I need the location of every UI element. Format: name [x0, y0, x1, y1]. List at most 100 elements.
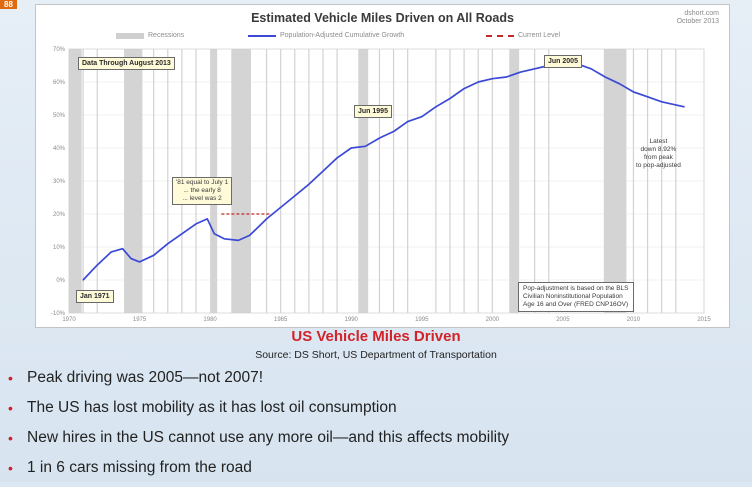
recession-swatch: [116, 32, 144, 39]
bullet-text: Peak driving was 2005—not 2007!: [27, 369, 264, 386]
bullet-list: • Peak driving was 2005—not 2007! • The US…: [5, 367, 509, 487]
x-tick-label: 2010: [627, 317, 641, 323]
y-tick-label: 60%: [53, 80, 66, 86]
series-point: [350, 147, 352, 149]
y-tick-label: -10%: [51, 311, 66, 317]
recession-band: [124, 49, 143, 313]
series-point: [206, 218, 208, 220]
series-point: [364, 145, 366, 147]
series-point: [590, 68, 592, 70]
x-tick-label: 2015: [697, 317, 711, 323]
series-point: [195, 223, 197, 225]
series-point: [294, 195, 296, 197]
bullet-icon: •: [8, 370, 13, 386]
jun1995-label: Jun 1995: [354, 105, 392, 118]
series-point: [237, 239, 239, 241]
recession-band: [358, 49, 369, 313]
latest-note: Latest down 8.92% from peak to pop-adjus…: [636, 138, 681, 170]
x-tick-label: 1995: [415, 317, 429, 323]
x-tick-label: 1975: [133, 317, 147, 323]
x-tick-label: 2005: [556, 317, 570, 323]
source-credit: Source: DS Short, US Department of Trans…: [255, 349, 497, 361]
series-point: [213, 233, 215, 235]
early80s-note: '81 equal to July 1 ... the early 8 ... …: [172, 177, 233, 205]
series-point: [249, 234, 251, 237]
x-tick-label: 2000: [486, 317, 500, 323]
line-chart: -10% 0% 10% 20% 30% 40% 50% 60% 70% 1970 1975 1980 1…: [51, 47, 711, 323]
series-point: [138, 261, 141, 263]
series-point: [421, 116, 423, 118]
series-point: [122, 248, 124, 250]
legend-recession-label: Recessions: [148, 32, 185, 39]
x-tick-label: 1980: [203, 317, 217, 323]
y-tick-label: 40%: [53, 146, 66, 152]
legend-series-label: Population-Adjusted Cumulative Growth: [280, 32, 405, 39]
chart-source-note: dshort.com October 2013: [677, 10, 719, 26]
series-point: [491, 78, 493, 80]
current-level-swatch: [486, 34, 514, 37]
y-tick-label: 70%: [53, 47, 66, 53]
series-point: [110, 251, 112, 253]
legend-recessions: Recessions: [116, 32, 184, 39]
series-point: [407, 121, 409, 123]
y-tick-label: 20%: [53, 212, 66, 218]
footnote-line-1: Pop-adjustment is based on the BLS: [523, 285, 629, 292]
bullet-item: • The US has lost mobility as it has lost…: [5, 397, 509, 427]
series-point: [130, 257, 132, 260]
footnote-line-2: Civilian Noninstitutional Population: [523, 293, 623, 300]
legend-current-level: Current Level: [486, 32, 560, 39]
series-point: [96, 264, 98, 266]
series-point: [82, 279, 84, 281]
series-point: [683, 106, 685, 108]
series-point: [604, 76, 606, 78]
series-point: [463, 88, 465, 90]
series-point: [477, 81, 479, 83]
x-tick-label: 1985: [274, 317, 288, 323]
y-tick-label: 30%: [53, 179, 66, 185]
series-point: [618, 83, 620, 85]
series-point: [322, 170, 324, 172]
bullet-text: New hires in the US cannot use any more …: [27, 429, 510, 446]
bullet-icon: •: [8, 430, 13, 446]
bullet-icon: •: [8, 400, 13, 416]
start-date-label: Jan 1971: [76, 290, 114, 303]
bullet-icon: •: [8, 460, 13, 476]
y-tick-label: 0%: [56, 278, 65, 284]
series-point: [265, 218, 268, 220]
series-point: [280, 206, 282, 208]
y-tick-label: 50%: [53, 113, 66, 119]
series-point: [167, 243, 169, 245]
bullet-text: The US has lost mobility as it has lost …: [27, 399, 397, 416]
series-point: [505, 76, 508, 78]
series-point: [646, 96, 649, 98]
bullet-item: • 1 in 6 cars missing from the road: [5, 457, 509, 487]
source-site: dshort.com: [684, 10, 719, 17]
series-point: [308, 183, 310, 185]
latest-line-1: Latest: [649, 138, 668, 145]
peak-label: Jun 2005: [544, 55, 582, 68]
chart-subtitle: US Vehicle Miles Driven: [291, 328, 461, 345]
x-tick-label: 1990: [345, 317, 359, 323]
series-point: [632, 91, 635, 93]
series-point: [181, 233, 183, 235]
series-swatch: [248, 34, 276, 37]
data-through-label: Data Through August 2013: [78, 57, 175, 70]
footnote-line-3: Age 16 and Over (FRED CNP16OV): [523, 301, 629, 308]
series-point: [519, 71, 522, 73]
bullet-item: • Peak driving was 2005—not 2007!: [5, 367, 509, 397]
series-point: [378, 137, 381, 139]
legend-series: Population-Adjusted Cumulative Growth: [248, 32, 404, 39]
recession-band: [231, 49, 252, 313]
recession-band: [509, 49, 520, 313]
legend-current-label: Current Level: [518, 32, 561, 39]
series-point: [534, 68, 536, 70]
footnote-box: Pop-adjustment is based on the BLS Civil…: [518, 282, 634, 312]
chart-title: Estimated Vehicle Miles Driven on All Ro…: [251, 11, 514, 25]
recession-band: [69, 49, 82, 313]
y-tick-label: 10%: [53, 245, 66, 251]
latest-line-4: to pop-adjusted: [636, 162, 681, 169]
series-point: [435, 106, 437, 108]
series-point: [449, 97, 451, 100]
slide-number-tab: 88: [0, 0, 17, 9]
x-tick-label: 1970: [62, 317, 76, 323]
